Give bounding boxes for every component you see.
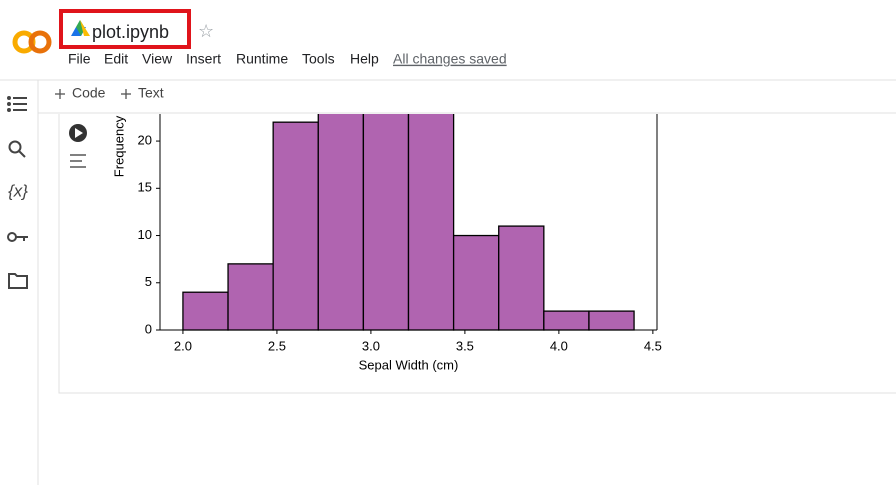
run-button[interactable] xyxy=(75,128,83,138)
variables-icon[interactable]: {x} xyxy=(8,181,28,200)
x-tick-label: 2.0 xyxy=(174,338,192,353)
search-icon[interactable] xyxy=(8,140,26,158)
menu-item[interactable]: Runtime xyxy=(236,51,288,67)
bar xyxy=(362,114,410,331)
y-tick-label: 20 xyxy=(138,133,152,148)
highlight-box xyxy=(59,9,191,49)
bar xyxy=(543,310,590,331)
key-icon[interactable] xyxy=(7,232,28,242)
menu-item[interactable]: Tools xyxy=(302,51,335,67)
toc-icon[interactable] xyxy=(7,96,27,112)
drive-icon xyxy=(80,20,90,36)
x-tick-label: 3.5 xyxy=(456,338,474,353)
y-axis-label: Frequency xyxy=(111,115,126,177)
cell: 2.0 2.5 3.0 3.5 4.0 4.5 0 5 10 15 20 Sepal Width (c… xyxy=(58,114,896,394)
folder-icon[interactable] xyxy=(8,273,28,289)
y-tick-label: 15 xyxy=(138,180,152,195)
menu-item[interactable]: View xyxy=(142,51,173,67)
bar xyxy=(317,114,365,331)
x-tick-label: 4.0 xyxy=(550,338,568,353)
notebook-title[interactable]: plot.ipynb xyxy=(92,22,169,42)
bar xyxy=(452,234,500,331)
add-code[interactable]: Code xyxy=(72,85,106,101)
x-axis-label: Sepal Width (cm) xyxy=(359,357,459,372)
menu-item[interactable]: File xyxy=(68,51,91,67)
output-icon[interactable] xyxy=(70,154,86,168)
x-tick-label: 3.0 xyxy=(362,338,380,353)
star[interactable]: ☆ xyxy=(198,21,214,41)
bar xyxy=(182,291,229,331)
x-tick-label: 2.5 xyxy=(268,338,286,353)
menu-item[interactable]: Edit xyxy=(104,51,128,67)
menu-item[interactable]: Insert xyxy=(186,51,221,67)
x-tick-label: 4.5 xyxy=(644,338,662,353)
chart: 2.0 2.5 3.0 3.5 4.0 4.5 0 5 10 15 20 Sepal Width (c… xyxy=(111,114,662,372)
logo[interactable] xyxy=(28,30,52,54)
y-tick-label: 5 xyxy=(145,274,152,289)
drive-icon xyxy=(76,20,85,36)
y-tick-label: 0 xyxy=(145,321,152,336)
bar xyxy=(227,263,274,331)
plus-icons xyxy=(55,89,131,99)
y-tick-label: 10 xyxy=(138,227,152,242)
menu-item[interactable]: Help xyxy=(350,51,379,67)
bar xyxy=(272,121,319,331)
bar xyxy=(588,310,635,331)
bar xyxy=(407,114,455,331)
add-text[interactable]: Text xyxy=(138,85,164,101)
bar xyxy=(498,225,545,331)
sidebar xyxy=(7,96,28,289)
save-status: All changes saved xyxy=(393,51,507,67)
